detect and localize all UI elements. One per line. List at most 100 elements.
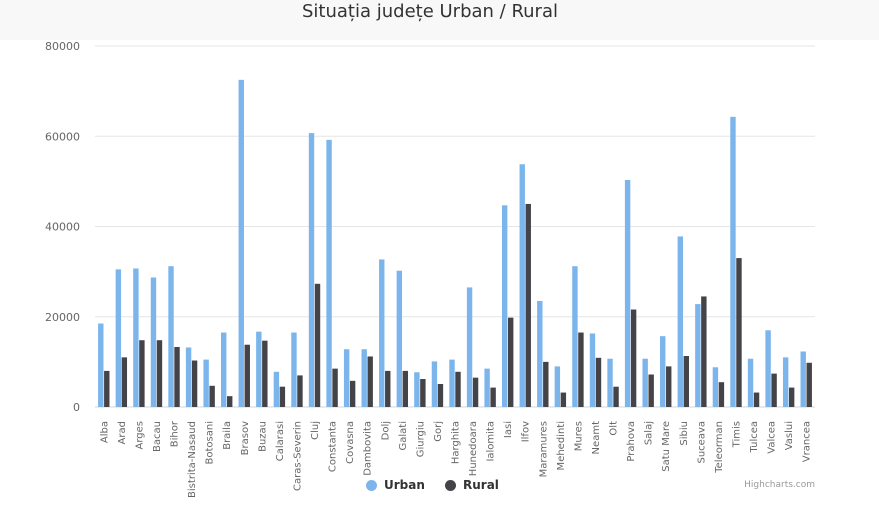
bar-rural-valcea[interactable] <box>771 373 777 407</box>
x-axis-labels: Alba Arad Arges Bacau Bihor Bistrita-Nasaud Bo… <box>99 420 812 498</box>
bar-rural-suceava[interactable] <box>701 296 707 407</box>
bar-urban-maramures[interactable] <box>537 300 543 407</box>
bar-urban-vrancea[interactable] <box>800 351 806 407</box>
bar-rural-maramures[interactable] <box>543 361 549 407</box>
bar-urban-satu mare[interactable] <box>660 336 666 407</box>
bar-rural-ilfov[interactable] <box>525 203 531 407</box>
bar-rural-iasi[interactable] <box>507 317 514 407</box>
bar-urban-arad[interactable] <box>115 269 122 407</box>
bar-urban-tulcea[interactable] <box>747 358 754 407</box>
x-tick-label: Caras-Severin <box>292 421 303 491</box>
x-tick-label: Suceava <box>696 421 707 464</box>
bar-rural-arges[interactable] <box>139 340 145 407</box>
bar-urban-gorj[interactable] <box>431 361 438 407</box>
bar-urban-galati[interactable] <box>396 270 403 407</box>
bar-rural-salaj[interactable] <box>648 374 654 407</box>
bar-rural-botosani[interactable] <box>209 385 215 407</box>
x-tick-label: Hunedoara <box>468 421 479 476</box>
title-bar-background <box>0 0 879 40</box>
bar-urban-buzau[interactable] <box>256 331 262 407</box>
x-tick-label: Bistrita-Nasaud <box>187 421 198 498</box>
bar-urban-bistrita-nasaud[interactable] <box>185 347 192 407</box>
bar-rural-olt[interactable] <box>613 386 619 407</box>
bar-urban-dolj[interactable] <box>379 259 385 407</box>
bar-rural-timis[interactable] <box>736 258 742 407</box>
bar-urban-covasna[interactable] <box>343 349 350 407</box>
x-tick-label: Neamt <box>591 421 602 455</box>
legend-item-urban[interactable]: Urban <box>366 478 425 492</box>
bar-rural-neamt[interactable] <box>595 357 602 407</box>
bar-urban-braila[interactable] <box>221 332 227 407</box>
bar-urban-valcea[interactable] <box>765 330 771 407</box>
bar-urban-dambovita[interactable] <box>361 349 367 407</box>
bar-urban-sibiu[interactable] <box>677 236 683 407</box>
bar-rural-calarasi[interactable] <box>279 386 286 407</box>
y-tick-label: 0 <box>73 401 80 414</box>
bar-urban-cluj[interactable] <box>308 133 315 407</box>
bar-urban-ilfov[interactable] <box>519 164 525 407</box>
bar-rural-vaslui[interactable] <box>788 387 795 407</box>
bar-urban-timis[interactable] <box>730 116 736 407</box>
x-tick-label: Covasna <box>345 421 356 464</box>
bar-rural-teleorman[interactable] <box>718 382 725 407</box>
bar-urban-bihor[interactable] <box>168 266 174 407</box>
x-tick-label: Ilfov <box>521 421 532 442</box>
bar-urban-mehedinti[interactable] <box>554 366 561 407</box>
bar-urban-caras-severin[interactable] <box>291 332 297 407</box>
bar-rural-vrancea[interactable] <box>806 362 812 407</box>
bar-rural-dambovita[interactable] <box>367 356 373 407</box>
bar-rural-satu mare[interactable] <box>666 366 672 407</box>
bar-urban-iasi[interactable] <box>501 205 508 407</box>
bar-rural-bacau[interactable] <box>156 340 163 407</box>
bar-rural-constanta[interactable] <box>332 368 338 407</box>
bar-rural-hunedoara[interactable] <box>472 377 479 407</box>
x-tick-label: Mures <box>573 421 584 451</box>
bar-rural-mures[interactable] <box>578 332 584 407</box>
bar-urban-vaslui[interactable] <box>782 357 789 407</box>
bar-rural-harghita[interactable] <box>455 371 461 407</box>
credits-link[interactable]: Highcharts.com <box>744 480 815 490</box>
x-tick-label: Vaslui <box>784 421 795 450</box>
y-tick-label: 60000 <box>45 130 80 143</box>
bar-urban-harghita[interactable] <box>449 359 455 407</box>
bar-urban-bacau[interactable] <box>150 277 157 407</box>
bar-rural-buzau[interactable] <box>262 340 268 407</box>
bar-urban-hunedoara[interactable] <box>466 287 473 407</box>
bar-urban-constanta[interactable] <box>326 139 332 408</box>
bar-rural-gorj[interactable] <box>437 383 444 407</box>
bar-urban-alba[interactable] <box>98 323 104 407</box>
bar-rural-galati[interactable] <box>402 370 409 407</box>
bar-rural-caras-severin[interactable] <box>297 375 303 407</box>
bar-urban-olt[interactable] <box>607 358 613 407</box>
bar-rural-mehedinti[interactable] <box>560 392 567 407</box>
bar-urban-brasov[interactable] <box>238 79 244 407</box>
bar-urban-mures[interactable] <box>572 266 578 407</box>
bar-urban-giurgiu[interactable] <box>414 372 420 407</box>
bar-rural-brasov[interactable] <box>244 344 250 407</box>
bar-urban-salaj[interactable] <box>642 358 648 407</box>
bar-rural-dolj[interactable] <box>385 370 391 407</box>
bar-urban-teleorman[interactable] <box>712 367 719 407</box>
bar-rural-prahova[interactable] <box>630 309 637 407</box>
bar-rural-sibiu[interactable] <box>683 356 689 407</box>
legend-item-rural[interactable]: Rural <box>445 478 499 492</box>
bar-rural-giurgiu[interactable] <box>420 379 426 407</box>
bar-rural-ialomita[interactable] <box>490 387 496 407</box>
bar-rural-arad[interactable] <box>121 357 128 407</box>
bar-rural-bistrita-nasaud[interactable] <box>191 360 198 407</box>
bar-rural-tulcea[interactable] <box>753 392 760 407</box>
legend-urban-label: Urban <box>384 478 425 492</box>
bar-urban-prahova[interactable] <box>624 180 631 407</box>
bar-rural-covasna[interactable] <box>349 380 356 407</box>
bar-urban-suceava[interactable] <box>695 304 701 407</box>
bar-urban-neamt[interactable] <box>589 333 596 407</box>
x-tick-label: Teleorman <box>714 421 725 474</box>
bar-rural-bihor[interactable] <box>174 346 180 407</box>
bar-urban-ialomita[interactable] <box>484 368 490 407</box>
bar-urban-calarasi[interactable] <box>273 371 280 407</box>
bar-urban-arges[interactable] <box>133 268 139 407</box>
bar-rural-alba[interactable] <box>104 370 110 407</box>
bar-rural-cluj[interactable] <box>314 283 321 407</box>
bar-rural-braila[interactable] <box>227 396 233 407</box>
bar-urban-botosani[interactable] <box>203 359 209 407</box>
